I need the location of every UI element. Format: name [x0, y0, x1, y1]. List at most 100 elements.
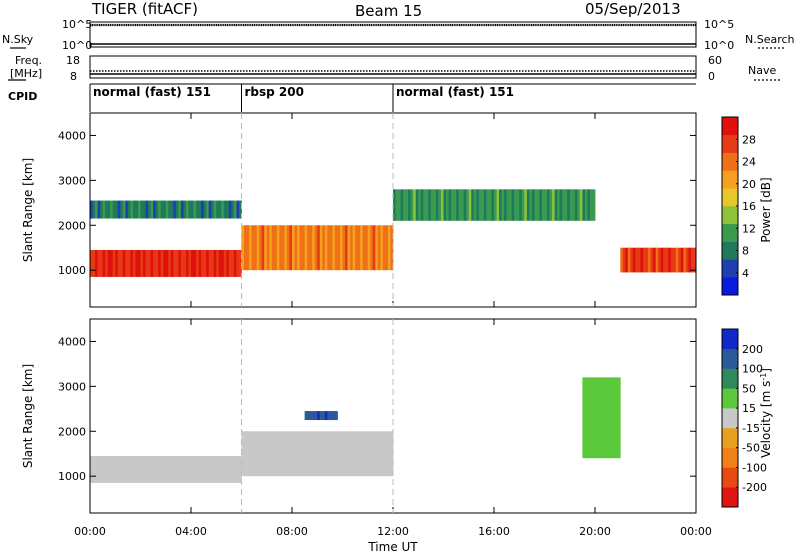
heatmap-cell [572, 189, 576, 221]
heatmap-cell [693, 247, 697, 273]
heatmap-cell [582, 377, 586, 459]
heatmap-cell [244, 225, 247, 271]
heatmap-cell [165, 455, 169, 483]
heatmap-cell [668, 247, 672, 273]
heatmap-cell [355, 225, 359, 271]
heatmap-cell [309, 431, 313, 477]
heatmap-cell [201, 200, 205, 219]
heatmap-cell [238, 200, 242, 219]
heatmap-cell [163, 200, 167, 219]
colorbar-tick-label: 16 [742, 200, 756, 213]
heatmap-cell [266, 431, 270, 477]
heatmap-cell [198, 249, 202, 277]
heatmap-cell [372, 431, 376, 477]
heatmap-cell [213, 249, 217, 277]
heatmap-cell [587, 377, 591, 459]
heatmap-cell [292, 431, 295, 477]
power-panel: 1000 2000 3000 4000 [58, 112, 697, 308]
heatmap-cell [170, 200, 174, 219]
heatmap-cell [218, 455, 222, 483]
heatmap-cell [132, 455, 136, 483]
heatmap-cell [244, 431, 247, 477]
heatmap-cell [110, 249, 114, 277]
heatmap-cell [317, 431, 321, 477]
heatmap-cell [241, 431, 245, 477]
heatmap-cell [413, 189, 417, 221]
heatmap-cell [554, 189, 558, 221]
heatmap-cell [304, 225, 308, 271]
heatmap-cell [552, 189, 555, 221]
heatmap-cell [377, 431, 381, 477]
heatmap-cell [97, 200, 101, 219]
heatmap-cell [433, 189, 437, 221]
heatmap-cell [112, 455, 116, 483]
heatmap-cell [307, 225, 311, 271]
heatmap-cell [137, 249, 141, 277]
heatmap-cell [218, 249, 222, 277]
heatmap-cell [183, 455, 187, 483]
heatmap-cell [168, 455, 172, 483]
heatmap-cell [127, 249, 131, 277]
nsky-tick-top: 10^5 [62, 18, 92, 31]
colorbar-tick-label: 24 [742, 156, 756, 169]
power-marks [90, 189, 697, 277]
heatmap-cell [473, 189, 477, 221]
heatmap-cell [514, 189, 518, 221]
colorbar-tick-label: -100 [742, 461, 767, 474]
heatmap-cell [337, 225, 341, 271]
heatmap-cell [511, 189, 515, 221]
heatmap-cell [531, 189, 535, 221]
heatmap-cell [342, 431, 346, 477]
heatmap-cell [178, 200, 182, 219]
heatmap-cell [390, 225, 394, 271]
heatmap-cell [286, 225, 290, 271]
heatmap-cell [92, 200, 96, 219]
heatmap-cell [683, 247, 687, 273]
heatmap-cell [185, 249, 189, 277]
heatmap-cell [658, 247, 662, 273]
heatmap-cell [362, 431, 366, 477]
colorbar-swatch [722, 408, 738, 429]
heatmap-cell [395, 189, 399, 221]
heatmap-cell [579, 189, 583, 221]
colorbar-tick-label: 28 [742, 133, 756, 146]
heatmap-cell [160, 200, 164, 219]
heatmap-cell [145, 455, 149, 483]
heatmap-cell [516, 189, 520, 221]
cpid-segment-label: normal (fast) 151 [396, 85, 514, 99]
nsearch-tick-bottom: 10^0 [704, 39, 734, 52]
heatmap-cell [319, 411, 323, 421]
heatmap-cell [458, 189, 462, 221]
heatmap-cell [117, 455, 121, 483]
heatmap-cell [226, 249, 230, 277]
heatmap-cell [276, 431, 280, 477]
heatmap-cell [423, 189, 427, 221]
heatmap-cell [420, 189, 424, 221]
heatmap-cell [435, 189, 439, 221]
heatmap-cell [501, 189, 505, 221]
heatmap-cell [345, 431, 348, 477]
x-tick-label: 16:00 [478, 525, 510, 538]
heatmap-cell [448, 189, 452, 221]
heatmap-cell [203, 455, 207, 483]
heatmap-cell [90, 249, 93, 277]
heatmap-cell [168, 249, 172, 277]
x-tick-label: 12:00 [377, 525, 409, 538]
heatmap-cell [125, 200, 129, 219]
heatmap-cell [602, 377, 606, 459]
colorbar-tick-label: 200 [742, 343, 763, 356]
y-tick-label: 4000 [58, 335, 86, 348]
nave-tick-top: 60 [708, 54, 722, 67]
power-colorbar-label: Power [dB] [759, 177, 773, 242]
heatmap-cell [175, 455, 179, 483]
heatmap-cell [362, 225, 366, 271]
heatmap-cell [100, 200, 104, 219]
radar-title: TIGER (fitACF) [91, 0, 198, 18]
cpid-segment-label: normal (fast) 151 [93, 85, 211, 99]
heatmap-cell [264, 431, 268, 477]
colorbar-swatch [722, 152, 738, 171]
heatmap-cell [610, 377, 614, 459]
heatmap-cell [261, 225, 265, 271]
heatmap-cell [223, 200, 227, 219]
